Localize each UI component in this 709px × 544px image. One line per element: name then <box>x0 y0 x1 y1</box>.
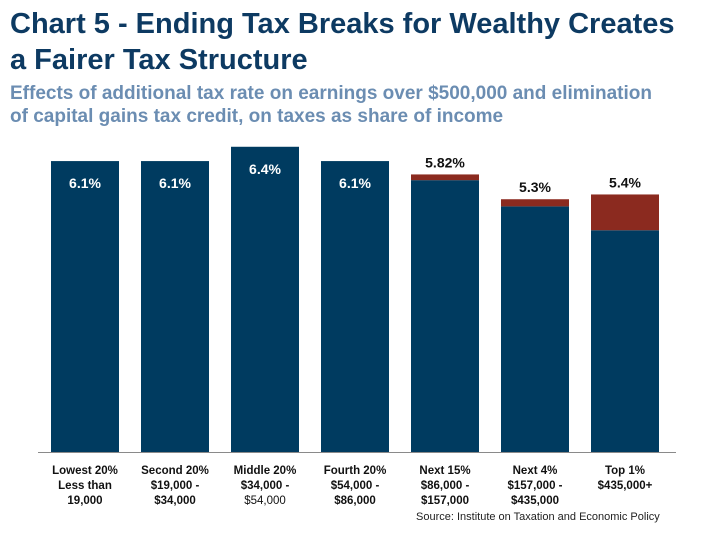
category-label-7-line-1: Top 1% <box>605 465 645 477</box>
bar-increase-6 <box>501 199 569 207</box>
data-label-1: 6.1% <box>69 175 101 191</box>
chart-subtitle: Effects of additional tax rate on earnin… <box>10 82 700 128</box>
chart-title: Chart 5 - Ending Tax Breaks for Wealthy … <box>10 6 700 78</box>
subtitle-line-2: of capital gains tax credit, on taxes as… <box>10 106 504 127</box>
category-label-4-line-2: $54,000 - <box>331 480 380 492</box>
category-label-3-line-1: Middle 20% <box>234 465 297 477</box>
category-label-2-line-3: $34,000 <box>154 495 196 507</box>
bar-base-7 <box>591 230 659 452</box>
category-label-1-line-2: Less than <box>58 480 112 492</box>
title-line-1: Chart 5 - Ending Tax Breaks for Wealthy … <box>10 8 675 40</box>
category-label-5-line-3: $157,000 <box>421 495 469 507</box>
bar-base-1 <box>51 161 119 453</box>
data-label-5: 5.82% <box>425 154 465 170</box>
title-line-2: a Fairer Tax Structure <box>10 44 308 76</box>
category-label-2-line-1: Second 20% <box>141 465 209 477</box>
category-label-6-line-1: Next 4% <box>513 465 558 477</box>
category-label-4-line-1: Fourth 20% <box>324 465 387 477</box>
bar-increase-7 <box>591 194 659 231</box>
category-label-3-line-2: $34,000 - <box>241 480 290 492</box>
data-label-4: 6.1% <box>339 175 371 191</box>
category-label-2-line-2: $19,000 - <box>151 480 200 492</box>
category-label-6-line-2: $157,000 - <box>508 480 563 492</box>
bar-base-5 <box>411 180 479 452</box>
category-label-3-line-3: $54,000 <box>244 495 286 507</box>
bar-base-2 <box>141 161 209 453</box>
category-label-4-line-3: $86,000 <box>334 495 376 507</box>
data-label-2: 6.1% <box>159 175 191 191</box>
category-label-7-line-2: $435,000+ <box>598 480 653 492</box>
bar-base-6 <box>501 206 569 452</box>
category-label-6-line-3: $435,000 <box>511 495 559 507</box>
category-label-1-line-1: Lowest 20% <box>52 465 118 477</box>
category-label-1-line-3: 19,000 <box>67 495 102 507</box>
bar-base-4 <box>321 161 389 453</box>
data-label-3: 6.4% <box>249 161 281 177</box>
data-label-6: 5.3% <box>519 179 551 195</box>
category-label-5-line-2: $86,000 - <box>421 480 470 492</box>
category-label-5-line-1: Next 15% <box>419 465 470 477</box>
subtitle-line-1: Effects of additional tax rate on earnin… <box>10 83 652 104</box>
source-note: Source: Institute on Taxation and Econom… <box>416 511 660 523</box>
data-label-7: 5.4% <box>609 174 641 190</box>
bar-base-3 <box>231 146 299 452</box>
bar-increase-5 <box>411 174 479 181</box>
